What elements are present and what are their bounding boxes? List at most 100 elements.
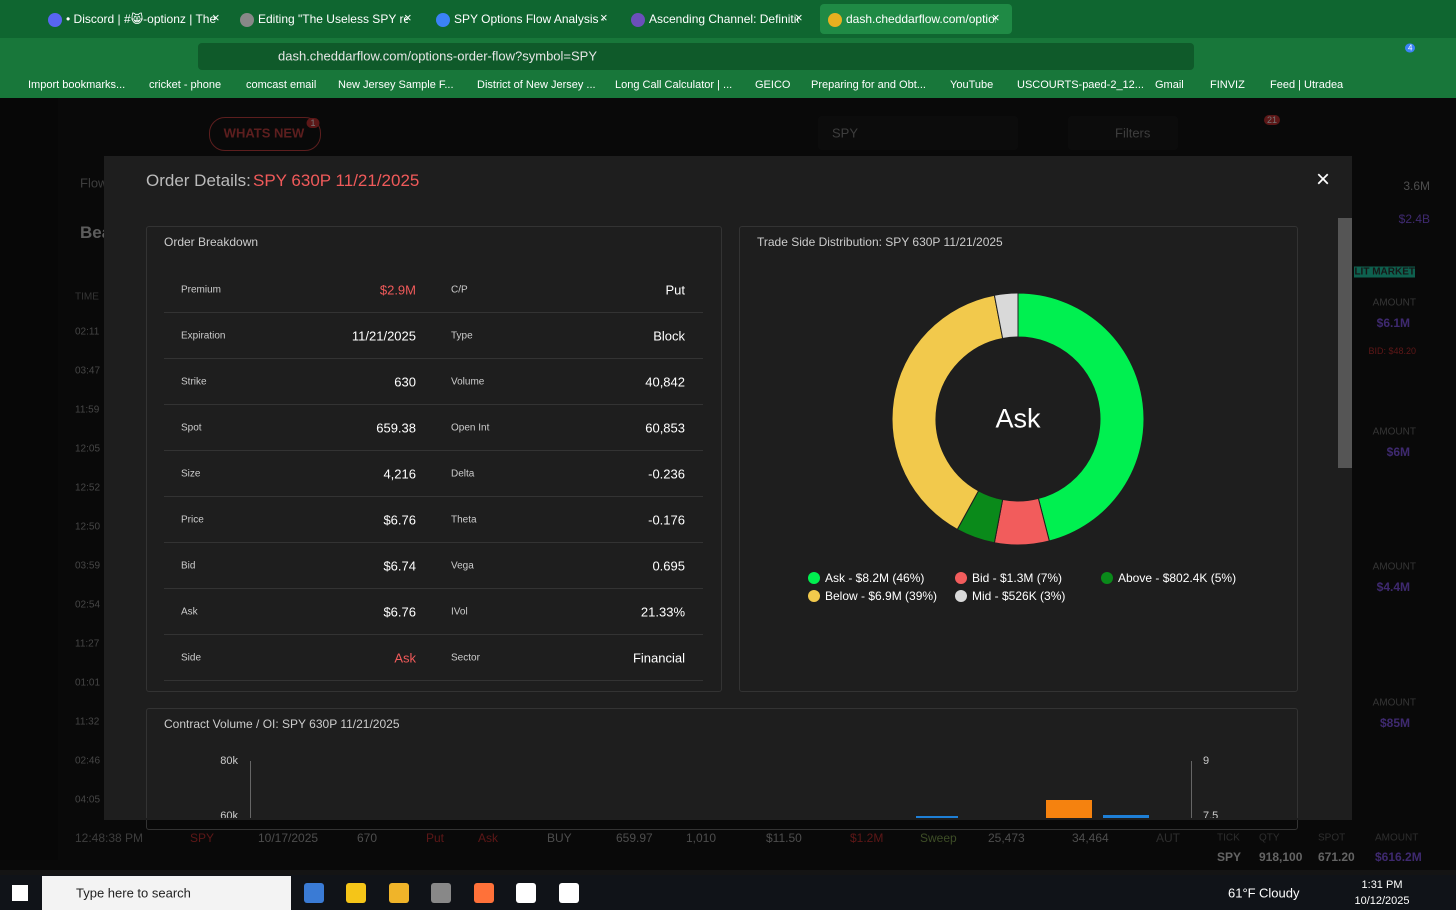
bookmark[interactable]: District of New Jersey ... xyxy=(477,79,596,91)
bookmark[interactable]: Long Call Calculator | ... xyxy=(615,79,733,91)
modal xyxy=(104,156,1352,818)
field-value: $6.76 xyxy=(383,512,416,528)
tab-close[interactable]: × xyxy=(600,10,608,25)
taskbar-app[interactable] xyxy=(559,883,579,903)
tab-title: Ascending Channel: Definition, xyxy=(649,12,799,26)
taskbar-app[interactable] xyxy=(431,883,451,903)
taskbar-search-text[interactable]: Type here to search xyxy=(76,885,191,901)
scrollbar-thumb xyxy=(1338,218,1352,468)
url-field[interactable] xyxy=(198,43,1194,70)
taskbar-search[interactable] xyxy=(42,876,291,910)
legend-label: Ask - $8.2M (46%) xyxy=(825,571,925,585)
bookmark[interactable]: USCOURTS-paed-2_12... xyxy=(1017,79,1144,91)
donut-center-label: Ask xyxy=(995,403,1041,434)
bookmark[interactable]: YouTube xyxy=(950,79,994,91)
card xyxy=(739,226,1298,692)
legend-label: Below - $6.9M (39%) xyxy=(825,589,938,603)
taskbar-app[interactable] xyxy=(304,883,324,903)
field-label: Side xyxy=(181,652,202,664)
url[interactable]: dash.cheddarflow.com/options-order-flow?… xyxy=(278,48,598,64)
tab-icon xyxy=(240,13,254,27)
start-button[interactable] xyxy=(12,885,28,901)
legend-dot xyxy=(1101,572,1113,584)
tab-title: Editing "The Useless SPY report xyxy=(258,12,408,26)
y-tick-label: 80k xyxy=(220,755,238,767)
tab[interactable] xyxy=(820,4,1012,34)
modal-symbol: SPY 630P 11/21/2025 xyxy=(253,171,420,190)
tab-icon xyxy=(828,13,842,27)
tab-close[interactable]: × xyxy=(404,10,412,25)
field-value: -0.236 xyxy=(648,466,685,482)
row-divider xyxy=(164,404,703,405)
card-title: Contract Volume / OI: SPY 630P 11/21/202… xyxy=(164,717,400,731)
field-label: Type xyxy=(451,330,473,342)
taskbar-app[interactable] xyxy=(389,883,409,903)
y-tick-label: 60k xyxy=(220,810,238,822)
bookmark[interactable]: Preparing for and Obt... xyxy=(811,79,926,91)
tab-title: • Discord | #😸-optionz | The U xyxy=(66,12,216,26)
field-label: Open Int xyxy=(451,422,490,434)
field-label: Vega xyxy=(451,560,474,572)
legend-dot xyxy=(955,590,967,602)
field-value: Block xyxy=(653,328,685,344)
row-divider xyxy=(164,358,703,359)
temperature: 61°F xyxy=(1228,885,1256,901)
y2-tick-label: 7.5 xyxy=(1203,810,1219,822)
tab-close[interactable]: × xyxy=(992,10,1000,25)
tab-icon xyxy=(631,13,645,27)
taskbar-app[interactable] xyxy=(516,883,536,903)
bar xyxy=(1103,815,1149,818)
field-value: 0.695 xyxy=(652,558,685,574)
donut-segment xyxy=(1017,293,1144,542)
row-divider xyxy=(164,542,703,543)
close-button[interactable]: × xyxy=(1316,166,1331,193)
card-title: Order Breakdown xyxy=(164,235,259,249)
field-value: 630 xyxy=(394,374,416,390)
field-value: -0.176 xyxy=(648,512,685,528)
field-label: Expiration xyxy=(181,330,226,342)
field-value: 4,216 xyxy=(383,466,416,482)
row-divider xyxy=(164,588,703,589)
legend-dot xyxy=(808,572,820,584)
field-label: Sector xyxy=(451,652,480,664)
tab-close[interactable]: × xyxy=(795,10,803,25)
field-value: Put xyxy=(665,282,685,298)
card xyxy=(146,708,1298,830)
bookmark[interactable]: comcast email xyxy=(246,79,317,91)
taskbar-app[interactable] xyxy=(474,883,494,903)
card xyxy=(146,226,722,692)
field-value: 659.38 xyxy=(376,420,416,436)
card-title: Trade Side Distribution: SPY 630P 11/21/… xyxy=(757,235,1003,249)
field-label: IVol xyxy=(451,606,468,618)
donut-segment xyxy=(993,293,1019,340)
taskbar-app[interactable] xyxy=(346,883,366,903)
bookmark[interactable]: cricket - phone xyxy=(149,79,222,91)
row-divider xyxy=(164,496,703,497)
row-divider xyxy=(164,450,703,451)
bookmark[interactable]: Import bookmarks... xyxy=(28,79,126,91)
donut-segment xyxy=(892,294,1004,531)
tab-close[interactable]: × xyxy=(212,10,220,25)
bookmark[interactable]: New Jersey Sample F... xyxy=(338,79,454,91)
legend-dot xyxy=(955,572,967,584)
legend-label: Bid - $1.3M (7%) xyxy=(972,571,1063,585)
bookmark[interactable]: GEICO xyxy=(755,79,791,91)
field-value: 11/21/2025 xyxy=(351,328,416,344)
field-value: 60,853 xyxy=(645,420,685,436)
tab-icon xyxy=(48,13,62,27)
field-label: C/P xyxy=(451,284,468,296)
legend-label: Mid - $526K (3%) xyxy=(972,589,1066,603)
bookmark[interactable]: FINVIZ xyxy=(1210,79,1245,91)
axis-line xyxy=(250,761,251,818)
bookmark[interactable]: Gmail xyxy=(1155,79,1184,91)
axis-line xyxy=(1191,761,1192,818)
row-divider xyxy=(164,634,703,635)
field-label: Delta xyxy=(451,468,475,480)
field-label: Price xyxy=(181,514,204,526)
tab-title: dash.cheddarflow.com/options- xyxy=(846,12,996,26)
field-label: Theta xyxy=(451,514,477,526)
weather: Cloudy xyxy=(1259,885,1300,901)
bookmark[interactable]: Feed | Utradea xyxy=(1270,79,1344,91)
field-value: 40,842 xyxy=(645,374,685,390)
